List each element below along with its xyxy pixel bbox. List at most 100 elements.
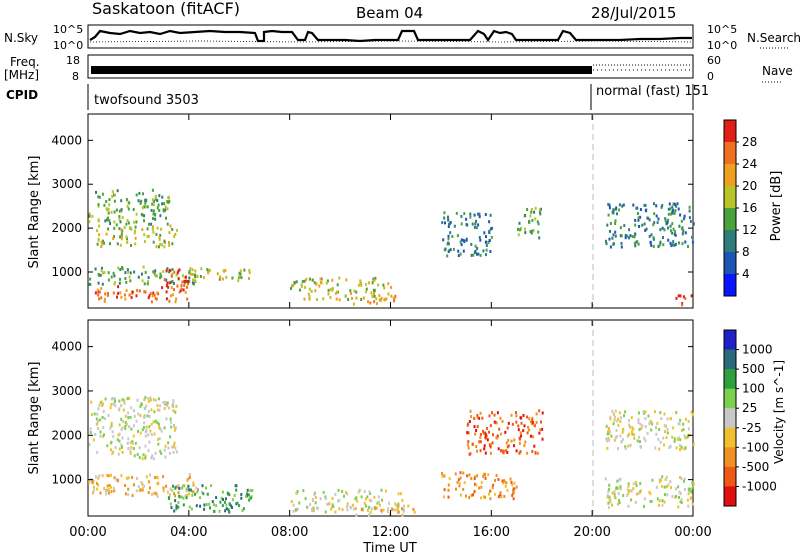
heatmap-cell — [495, 421, 498, 425]
heatmap-cell — [243, 268, 246, 272]
heatmap-cell — [171, 404, 174, 408]
heatmap-cell — [380, 510, 383, 514]
heatmap-cell — [123, 226, 126, 229]
heatmap-cell — [635, 206, 638, 210]
heatmap-cell — [683, 216, 686, 220]
heatmap-cell — [638, 440, 641, 444]
heatmap-cell — [102, 409, 105, 413]
heatmap-cell — [479, 253, 482, 257]
heatmap-cell — [117, 478, 120, 482]
heatmap-cell — [512, 497, 515, 501]
heatmap-cell — [683, 214, 686, 218]
heatmap-cell — [228, 510, 230, 513]
heatmap-cell — [188, 476, 191, 479]
heatmap-cell — [519, 431, 522, 435]
heatmap-cell — [131, 494, 134, 497]
colorbar-tick-label: 4 — [742, 267, 750, 281]
heatmap-cell — [385, 297, 388, 301]
heatmap-cell — [124, 492, 127, 496]
heatmap-cell — [94, 433, 97, 436]
x-axis-label: Time UT — [362, 541, 416, 554]
heatmap-cell — [506, 445, 509, 449]
heatmap-cell — [92, 438, 95, 442]
heatmap-cell — [104, 297, 106, 301]
heatmap-cell — [118, 281, 121, 285]
heatmap-cell — [143, 240, 146, 243]
heatmap-cell — [679, 418, 682, 422]
heatmap-cell — [479, 440, 482, 444]
heatmap-cell — [100, 296, 103, 300]
heatmap-cell — [109, 426, 112, 430]
heatmap-cell — [518, 441, 521, 445]
heatmap-cell — [103, 487, 106, 491]
heatmap-cell — [637, 212, 639, 215]
heatmap-cell — [365, 290, 368, 294]
heatmap-cell — [225, 275, 228, 279]
heatmap-cell — [659, 240, 662, 244]
heatmap-cell — [149, 486, 151, 490]
heatmap-cell — [163, 202, 166, 206]
heatmap-cell — [613, 495, 616, 499]
heatmap-cell — [303, 279, 306, 283]
heatmap-cell — [671, 222, 674, 226]
heatmap-cell — [470, 477, 473, 480]
heatmap-cell — [465, 238, 468, 242]
heatmap-cell — [655, 214, 658, 218]
heatmap-cell — [97, 476, 100, 480]
heatmap-cell — [329, 287, 332, 291]
heatmap-cell — [172, 293, 174, 297]
heatmap-cell — [118, 399, 121, 403]
heatmap-cell — [218, 277, 221, 281]
heatmap-cell — [357, 283, 360, 287]
heatmap-cell — [152, 203, 155, 207]
heatmap-cell — [673, 243, 676, 247]
heatmap-cell — [478, 212, 481, 216]
heatmap-cell — [489, 213, 492, 217]
heatmap-cell — [151, 198, 154, 202]
heatmap-cell — [639, 215, 642, 219]
heatmap-cell — [175, 450, 178, 454]
heatmap-cell — [91, 214, 94, 218]
heatmap-cell — [489, 497, 492, 501]
heatmap-cell — [125, 198, 128, 201]
colorbar-tick-label: 100 — [742, 382, 765, 396]
heatmap-cell — [677, 505, 680, 509]
heatmap-cell — [114, 193, 117, 197]
heatmap-cell — [125, 280, 128, 284]
heatmap-cell — [650, 233, 653, 237]
heatmap-cell — [164, 205, 167, 209]
heatmap-cell — [673, 439, 676, 443]
heatmap-cell — [691, 412, 694, 416]
heatmap-cell — [147, 480, 150, 484]
heatmap-cell — [347, 298, 350, 301]
colorbar-tick-label: -25 — [742, 421, 762, 435]
heatmap-cell — [109, 242, 111, 246]
heatmap-cell — [371, 294, 374, 298]
heatmap-cell — [97, 290, 100, 294]
heatmap-cell — [91, 480, 94, 484]
heatmap-cell — [527, 425, 530, 429]
heatmap-cell — [187, 280, 189, 283]
heatmap-cell — [372, 288, 375, 292]
heatmap-cell — [174, 499, 177, 503]
heatmap-cell — [200, 267, 203, 271]
heatmap-cell — [619, 477, 622, 481]
nsearch-trace — [89, 40, 693, 43]
heatmap-cell — [533, 210, 536, 214]
heatmap-cell — [88, 282, 91, 286]
freq-tick-top: 18 — [66, 54, 80, 67]
heatmap-cell — [520, 416, 523, 420]
heatmap-cell — [143, 290, 146, 294]
heatmap-cell — [153, 272, 156, 276]
heatmap-cell — [675, 296, 678, 300]
heatmap-cell — [539, 212, 542, 216]
heatmap-cell — [482, 249, 485, 253]
heatmap-cell — [246, 488, 249, 492]
heatmap-cell — [137, 412, 140, 416]
heatmap-cell — [190, 507, 193, 511]
heatmap-cell — [241, 509, 244, 512]
heatmap-cell — [233, 494, 236, 497]
heatmap-cell — [110, 403, 113, 406]
heatmap-cell — [162, 486, 165, 490]
heatmap-cell — [472, 493, 474, 497]
